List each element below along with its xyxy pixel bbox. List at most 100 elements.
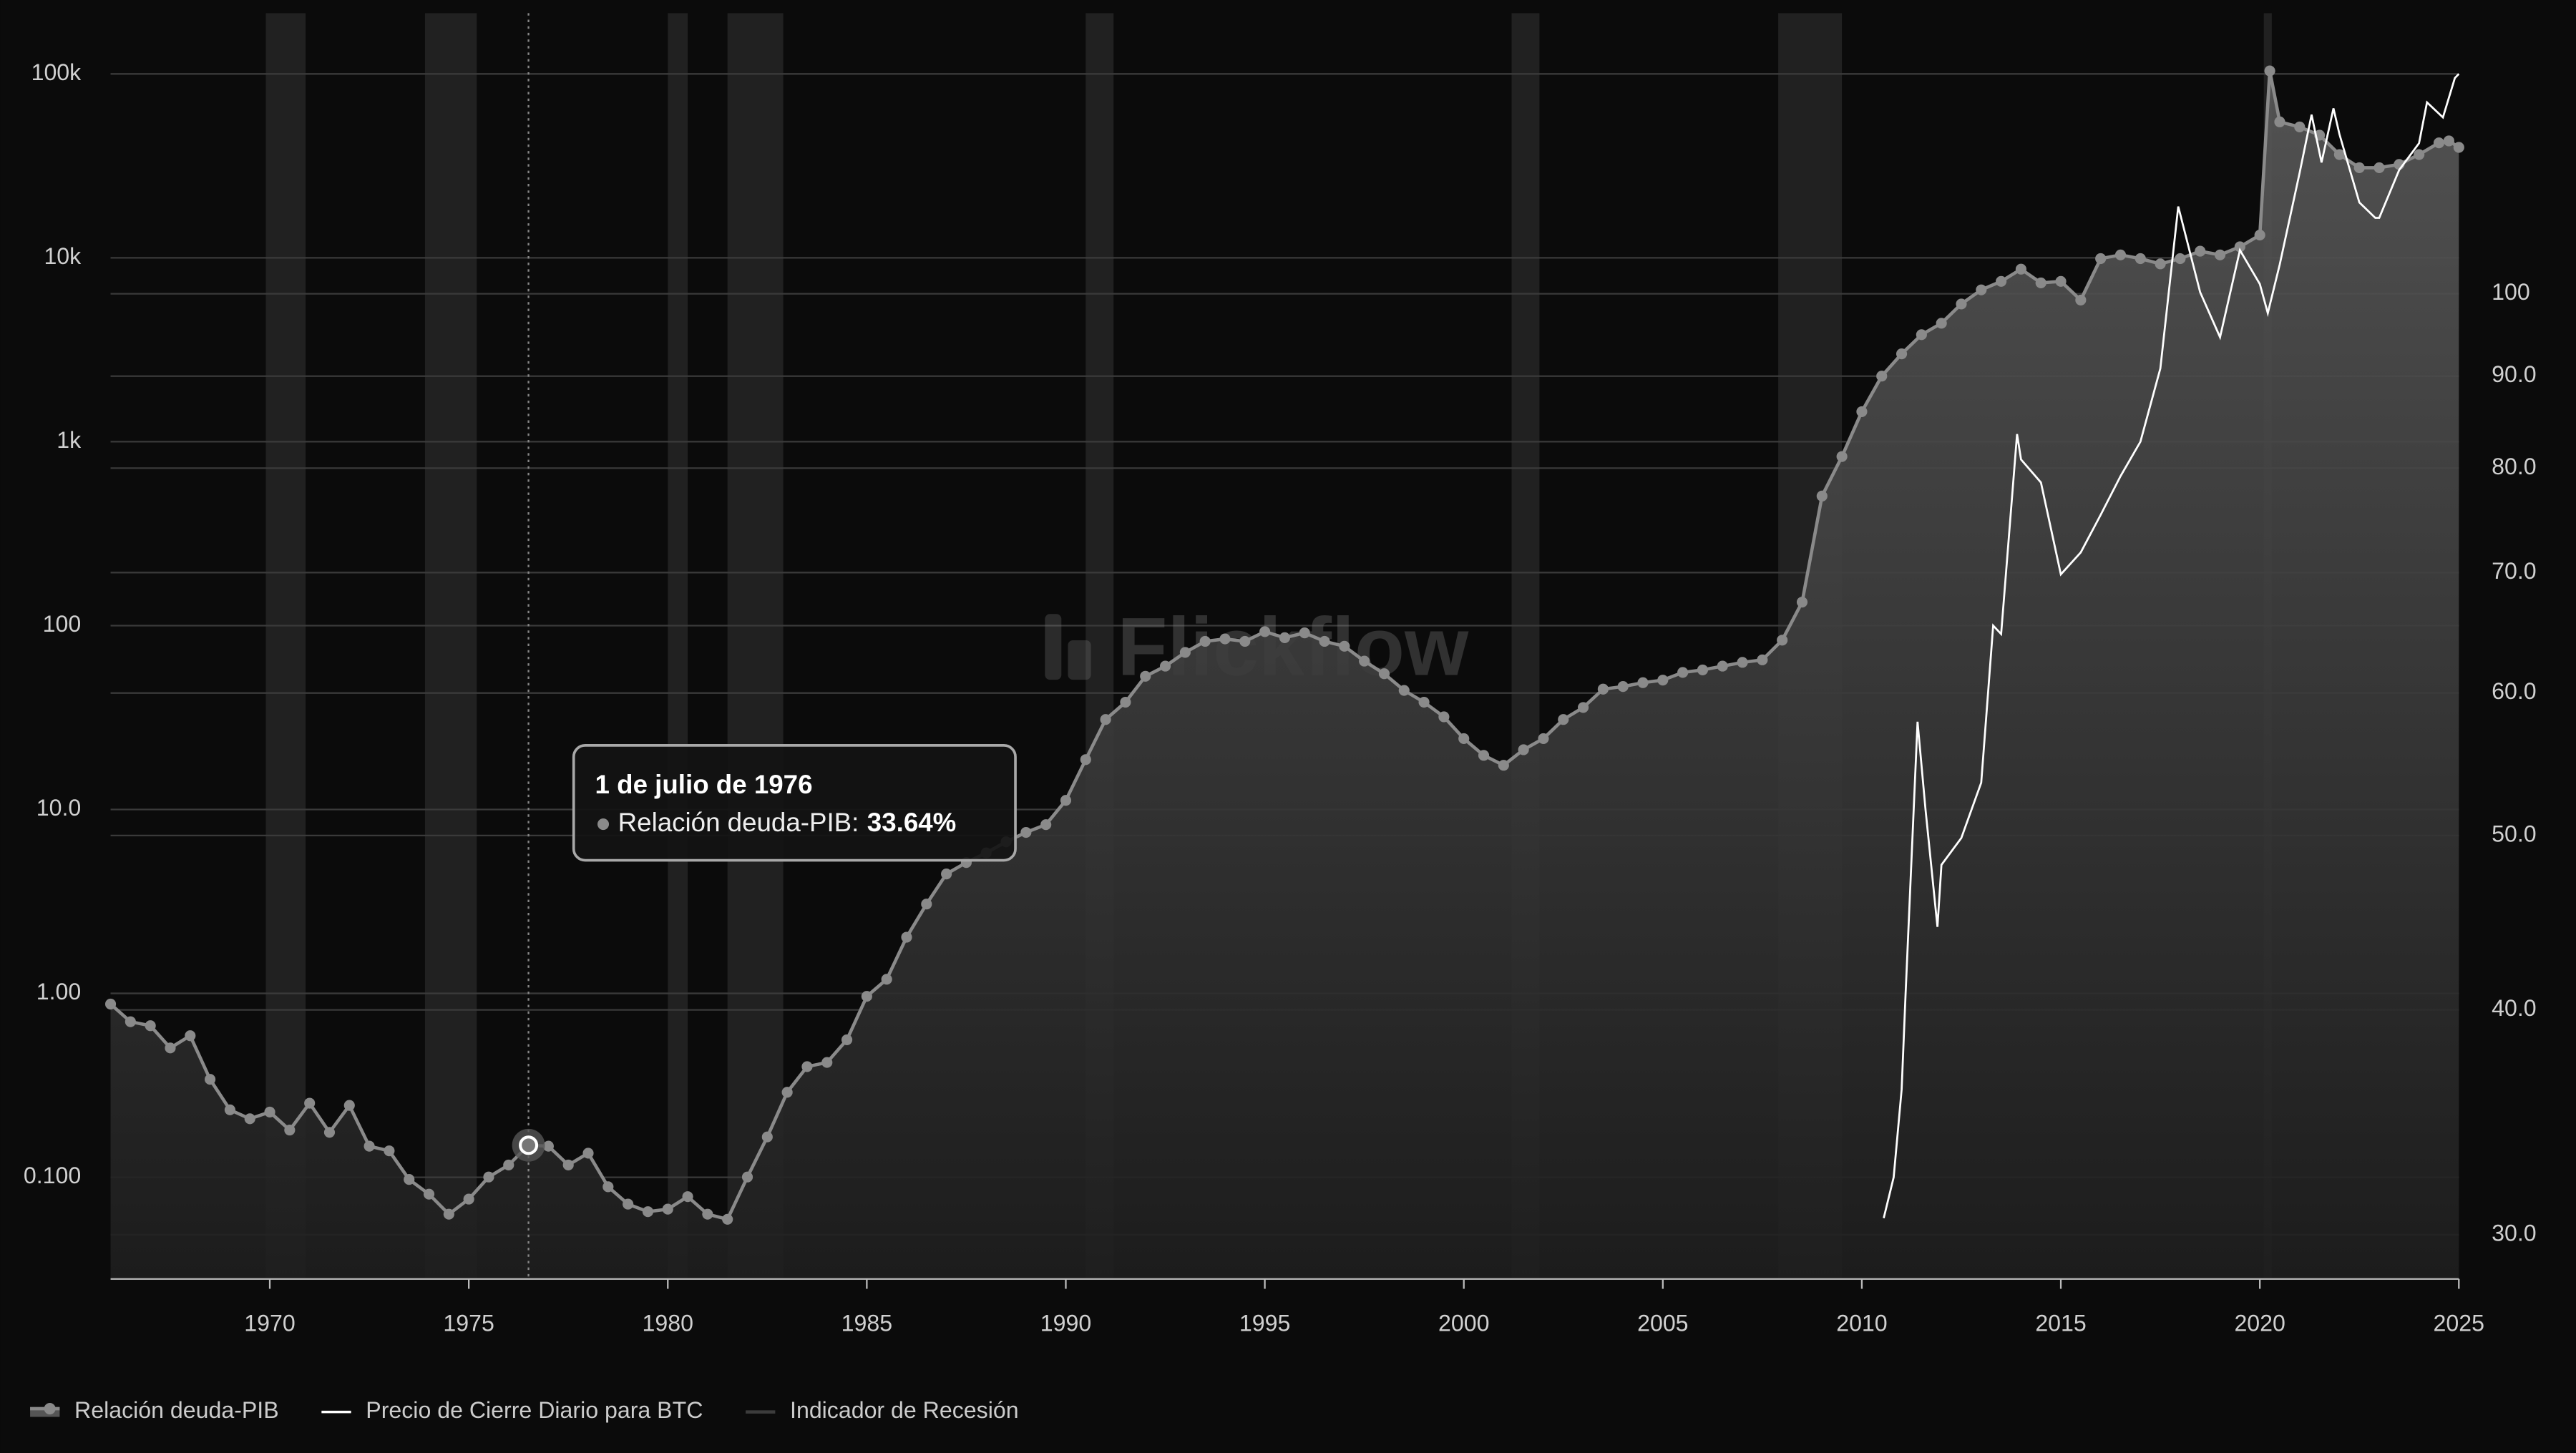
point xyxy=(2453,142,2464,153)
point xyxy=(2075,294,2087,305)
point xyxy=(1239,635,1251,647)
point xyxy=(1637,677,1649,688)
tooltip-label: Relación deuda-PIB: xyxy=(618,808,859,837)
point xyxy=(801,1061,813,1072)
tooltip-dot xyxy=(597,818,610,831)
y2-tick-label: 90.0 xyxy=(2492,361,2537,387)
point xyxy=(1398,685,1410,696)
point xyxy=(1737,657,1748,668)
watermark-icon xyxy=(1045,614,1062,680)
point xyxy=(682,1191,693,1203)
point xyxy=(921,899,932,910)
point xyxy=(304,1097,316,1109)
point xyxy=(384,1145,395,1157)
point xyxy=(1816,490,1828,502)
point xyxy=(205,1074,216,1085)
point xyxy=(1259,626,1271,637)
legend-label: Indicador de Recesión xyxy=(790,1397,1019,1423)
y2-tick-label: 50.0 xyxy=(2492,821,2537,846)
point xyxy=(2373,162,2385,174)
point xyxy=(1140,670,1151,682)
point xyxy=(1438,711,1450,723)
point xyxy=(343,1100,355,1111)
point xyxy=(1578,702,1589,713)
point xyxy=(1299,627,1310,639)
x-tick-label: 2010 xyxy=(1836,1310,1887,1336)
area xyxy=(110,71,2459,1279)
legend-label: Precio de Cierre Diario para BTC xyxy=(366,1397,703,1423)
x-tick-label: 1990 xyxy=(1040,1310,1091,1336)
point xyxy=(2035,277,2046,289)
point xyxy=(2055,275,2067,287)
point xyxy=(1478,750,1490,761)
point xyxy=(542,1140,554,1152)
tooltip-text: Relación deuda-PIB: 33.64% xyxy=(618,808,957,837)
point xyxy=(2274,116,2285,127)
point xyxy=(104,998,117,1010)
x-tick-label: 1995 xyxy=(1239,1310,1290,1336)
point xyxy=(662,1203,673,1215)
hover-point xyxy=(519,1135,539,1155)
point xyxy=(1856,406,1868,417)
point xyxy=(761,1131,773,1143)
point xyxy=(2015,263,2026,275)
watermark-icon xyxy=(1068,640,1091,680)
point xyxy=(722,1213,733,1225)
point xyxy=(623,1198,634,1210)
point xyxy=(1876,371,1888,382)
x-tick-label: 2025 xyxy=(2434,1310,2484,1336)
y-tick-label: 0.100 xyxy=(24,1163,81,1188)
point xyxy=(1777,635,1788,646)
point xyxy=(404,1174,415,1185)
legend-swatch xyxy=(44,1403,56,1415)
point xyxy=(1697,664,1709,675)
point xyxy=(2135,253,2146,265)
point xyxy=(1040,819,1052,831)
point xyxy=(1976,284,1987,295)
y-tick-label: 1.00 xyxy=(36,979,81,1004)
point xyxy=(165,1042,176,1054)
point xyxy=(264,1106,275,1117)
point xyxy=(901,931,912,943)
point xyxy=(1757,654,1768,665)
recession-band xyxy=(727,13,784,1279)
point xyxy=(284,1125,296,1136)
point xyxy=(2353,162,2365,174)
point xyxy=(841,1034,853,1045)
point xyxy=(1916,329,1927,341)
point xyxy=(1836,451,1848,462)
legend-label: Relación deuda-PIB xyxy=(74,1397,279,1423)
y2-tick-label: 100 xyxy=(2492,279,2530,305)
point xyxy=(1060,795,1072,806)
point xyxy=(1936,318,1947,329)
y2-tick-label: 60.0 xyxy=(2492,678,2537,704)
point xyxy=(2195,245,2206,257)
y-tick-label: 1k xyxy=(57,427,82,453)
point xyxy=(1677,667,1689,678)
point xyxy=(364,1140,375,1152)
point xyxy=(2433,137,2445,149)
point xyxy=(244,1113,255,1125)
point xyxy=(1617,681,1629,693)
point xyxy=(582,1148,594,1159)
point xyxy=(1597,683,1609,695)
y-tick-label: 10k xyxy=(44,243,82,269)
tooltip-value: 33.64% xyxy=(867,808,956,837)
point xyxy=(1359,655,1370,667)
point xyxy=(1159,660,1171,672)
point xyxy=(1120,696,1131,708)
recession-band xyxy=(424,13,477,1279)
y2-tick-label: 30.0 xyxy=(2492,1220,2537,1246)
recession-band xyxy=(265,13,306,1279)
point xyxy=(1418,696,1430,708)
point xyxy=(1796,597,1808,608)
point xyxy=(2333,149,2345,160)
point xyxy=(642,1206,654,1218)
point xyxy=(562,1159,574,1171)
y2-tick-label: 80.0 xyxy=(2492,454,2537,479)
x-tick-label: 2000 xyxy=(1438,1310,1489,1336)
x-tick-label: 2020 xyxy=(2234,1310,2285,1336)
point xyxy=(941,869,952,880)
point xyxy=(503,1159,514,1171)
